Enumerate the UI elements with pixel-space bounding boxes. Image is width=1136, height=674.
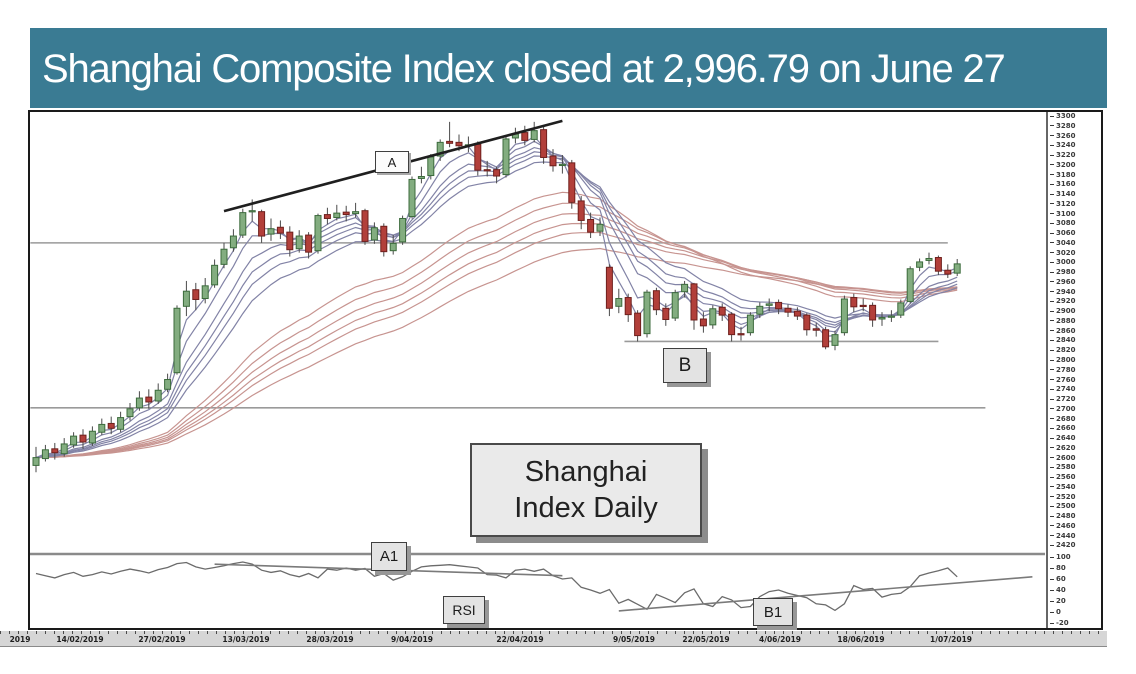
price-tick-label: 2500 — [1050, 502, 1075, 510]
date-axis: 2019 14/02/2019 27/02/2019 13/03/2019 28/03/… — [0, 631, 1107, 647]
price-tick-label: 3300 — [1050, 112, 1075, 120]
price-tick-label: 3000 — [1050, 258, 1075, 266]
price-tick-label: 3200 — [1050, 161, 1075, 169]
price-tick-label: 2920 — [1050, 297, 1075, 305]
price-tick-label: 2520 — [1050, 493, 1075, 501]
price-tick-label: 2740 — [1050, 385, 1075, 393]
annotation-a-label: A — [375, 151, 409, 173]
price-tick-label: 2540 — [1050, 483, 1075, 491]
price-tick-label: 2560 — [1050, 473, 1075, 481]
chart-name-line2: Index Daily — [514, 492, 658, 524]
rsi-tick-label: -20 — [1050, 619, 1069, 627]
price-tick-label: 2600 — [1050, 454, 1075, 462]
date-tick-label: 4/06/2019 — [758, 635, 802, 644]
price-tick-label: 2460 — [1050, 522, 1075, 530]
annotation-b-label: B — [663, 348, 707, 383]
price-tick-label: 2680 — [1050, 415, 1075, 423]
date-tick-label: 18/06/2019 — [837, 635, 885, 644]
price-tick-label: 2880 — [1050, 317, 1075, 325]
chart-frame — [28, 110, 1103, 630]
chart-title: Shanghai Composite Index closed at 2,996… — [42, 47, 1006, 91]
price-tick-label: 3160 — [1050, 180, 1075, 188]
date-tick-label: 22/04/2019 — [496, 635, 544, 644]
price-tick-label: 2960 — [1050, 278, 1075, 286]
price-tick-label: 2780 — [1050, 366, 1075, 374]
price-tick-label: 3040 — [1050, 239, 1075, 247]
rsi-tick-label: 0 — [1050, 608, 1061, 616]
price-tick-label: 2860 — [1050, 327, 1075, 335]
price-tick-label: 2440 — [1050, 532, 1075, 540]
price-tick-label: 2840 — [1050, 336, 1075, 344]
date-tick-label: 2019 — [9, 635, 31, 644]
rsi-tick-label: 60 — [1050, 575, 1066, 583]
price-tick-label: 2640 — [1050, 434, 1075, 442]
price-tick-label: 3240 — [1050, 141, 1075, 149]
price-tick-label: 2420 — [1050, 541, 1075, 549]
price-tick-label: 3020 — [1050, 249, 1075, 257]
price-tick-label: 3180 — [1050, 171, 1075, 179]
price-tick-label: 2580 — [1050, 463, 1075, 471]
chart-name-box: Shanghai Index Daily — [470, 443, 702, 537]
price-tick-label: 2900 — [1050, 307, 1075, 315]
rsi-tick-label: 80 — [1050, 564, 1066, 572]
price-tick-label: 2660 — [1050, 424, 1075, 432]
price-tick-label: 2720 — [1050, 395, 1075, 403]
rsi-tick-label: 40 — [1050, 586, 1066, 594]
price-tick-label: 2800 — [1050, 356, 1075, 364]
date-tick-label: 1/07/2019 — [929, 635, 973, 644]
price-tick-label: 2940 — [1050, 288, 1075, 296]
annotation-b1-label: B1 — [753, 598, 793, 626]
price-tick-label: 3120 — [1050, 200, 1075, 208]
price-tick-label: 2760 — [1050, 376, 1075, 384]
chart-name-line1: Shanghai — [524, 455, 648, 488]
price-tick-label: 2700 — [1050, 405, 1075, 413]
date-tick-label: 28/03/2019 — [306, 635, 354, 644]
price-tick-label: 3060 — [1050, 229, 1075, 237]
rsi-tick-label: 20 — [1050, 597, 1066, 605]
annotation-a1-label: A1 — [371, 542, 407, 571]
price-tick-label: 2820 — [1050, 346, 1075, 354]
price-tick-label: 3280 — [1050, 122, 1075, 130]
rsi-tick-label: 100 — [1050, 553, 1071, 561]
date-tick-label: 9/05/2019 — [612, 635, 656, 644]
annotation-rsi-label: RSI — [443, 596, 485, 624]
price-tick-label: 2620 — [1050, 444, 1075, 452]
title-bar: Shanghai Composite Index closed at 2,996… — [30, 28, 1107, 108]
price-tick-label: 3080 — [1050, 219, 1075, 227]
date-tick-label: 27/02/2019 — [138, 635, 186, 644]
date-tick-label: 22/05/2019 — [682, 635, 730, 644]
price-tick-label: 2980 — [1050, 268, 1075, 276]
price-tick-label: 3100 — [1050, 210, 1075, 218]
price-tick-label: 3220 — [1050, 151, 1075, 159]
price-tick-label: 2480 — [1050, 512, 1075, 520]
date-tick-label: 9/04/2019 — [390, 635, 434, 644]
price-tick-label: 3140 — [1050, 190, 1075, 198]
date-tick-label: 13/03/2019 — [222, 635, 270, 644]
date-tick-label: 14/02/2019 — [56, 635, 104, 644]
price-tick-label: 3260 — [1050, 132, 1075, 140]
